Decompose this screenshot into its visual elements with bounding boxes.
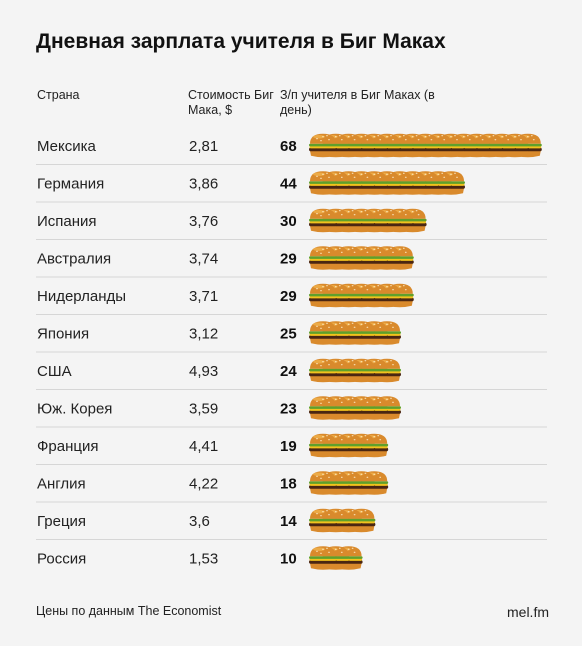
bigmac-count-label: 44 bbox=[280, 175, 297, 192]
burger-icon bbox=[309, 321, 337, 345]
burger-icon bbox=[309, 358, 337, 383]
price-label: 3,59 bbox=[189, 400, 218, 417]
burger-icon bbox=[309, 471, 337, 495]
price-label: 3,6 bbox=[189, 513, 210, 530]
burger-icon bbox=[309, 396, 337, 420]
burger-icon bbox=[309, 508, 337, 533]
bigmac-count-label: 24 bbox=[280, 363, 297, 380]
price-label: 4,22 bbox=[189, 475, 218, 492]
price-label: 3,12 bbox=[189, 325, 218, 342]
country-label: Мексика bbox=[37, 138, 97, 155]
country-label: Нидерланды bbox=[37, 288, 126, 305]
bigmac-count-label: 10 bbox=[280, 550, 297, 567]
price-label: 3,86 bbox=[189, 175, 218, 192]
bigmac-count-label: 29 bbox=[280, 250, 297, 267]
burger-icon bbox=[309, 433, 337, 458]
price-label: 3,74 bbox=[189, 250, 218, 267]
table-row: Мексика 2,81 68 bbox=[36, 133, 547, 165]
table-row: Австралия 3,74 29 bbox=[36, 246, 547, 278]
table-row: Нидерланды 3,71 29 bbox=[36, 283, 547, 315]
brand-label: mel.fm bbox=[507, 604, 549, 620]
page-title: Дневная зарплата учителя в Биг Маках bbox=[36, 30, 446, 53]
bigmac-count-label: 68 bbox=[280, 138, 297, 155]
bigmac-count-label: 30 bbox=[280, 213, 297, 230]
burger-icon bbox=[309, 133, 337, 158]
bigmac-count-label: 14 bbox=[280, 513, 297, 530]
country-label: Япония bbox=[37, 325, 89, 342]
table-row: Испания 3,76 30 bbox=[36, 208, 547, 240]
bigmac-count-label: 23 bbox=[280, 400, 297, 417]
bigmac-count-label: 18 bbox=[280, 475, 297, 492]
price-label: 4,93 bbox=[189, 363, 218, 380]
column-header-cost: Стоимость Биг Мака, $ bbox=[188, 88, 274, 117]
price-label: 3,76 bbox=[189, 213, 218, 230]
bigmac-count-label: 29 bbox=[280, 288, 297, 305]
bigmac-count-label: 25 bbox=[280, 325, 297, 342]
country-label: Австралия bbox=[37, 250, 111, 267]
country-label: Греция bbox=[37, 513, 86, 530]
table-row: США 4,93 24 bbox=[36, 358, 547, 390]
bigmac-count-label: 19 bbox=[280, 438, 297, 455]
table-row: Япония 3,12 25 bbox=[36, 321, 547, 353]
country-label: Испания bbox=[37, 213, 97, 230]
country-label: США bbox=[37, 363, 72, 380]
table-row: Юж. Корея 3,59 23 bbox=[36, 396, 547, 428]
price-label: 1,53 bbox=[189, 550, 218, 567]
country-label: Россия bbox=[37, 550, 86, 567]
burger-icon bbox=[309, 546, 337, 570]
country-label: Германия bbox=[37, 175, 104, 192]
table-row: Греция 3,6 14 bbox=[36, 508, 547, 540]
country-label: Англия bbox=[37, 475, 86, 492]
country-label: Франция bbox=[37, 438, 98, 455]
burger-icon bbox=[309, 246, 337, 270]
column-header-country: Страна bbox=[37, 88, 80, 102]
burger-icon bbox=[309, 208, 337, 233]
table-row: Англия 4,22 18 bbox=[36, 471, 547, 503]
country-label: Юж. Корея bbox=[37, 400, 112, 417]
price-label: 2,81 bbox=[189, 138, 218, 155]
price-label: 4,41 bbox=[189, 438, 218, 455]
burger-icon bbox=[309, 171, 337, 195]
table-row: Германия 3,86 44 bbox=[36, 171, 547, 203]
column-header-salary: З/п учителя в Биг Маках (в день) bbox=[280, 88, 435, 117]
price-label: 3,71 bbox=[189, 288, 218, 305]
table-row: Франция 4,41 19 bbox=[36, 433, 547, 465]
source-note: Цены по данным The Economist bbox=[36, 604, 222, 618]
burger-icon bbox=[309, 283, 337, 308]
table-row: Россия 1,53 10 bbox=[37, 546, 363, 570]
